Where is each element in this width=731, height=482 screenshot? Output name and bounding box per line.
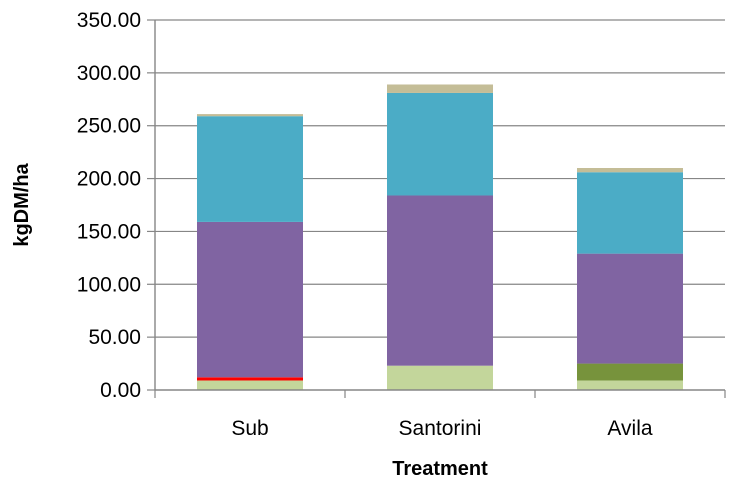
y-tick-label: 350.00 xyxy=(77,9,141,32)
bar-segment-sub-0 xyxy=(197,380,303,390)
bars xyxy=(197,84,683,390)
y-axis-title: kgDM/ha xyxy=(11,162,33,246)
bar-segment-santorini-4 xyxy=(387,92,493,196)
y-tick-label: 250.00 xyxy=(77,115,141,138)
bar-segment-avila-4 xyxy=(577,172,683,254)
bar-segment-avila-1 xyxy=(577,363,683,381)
bar-segment-avila-0 xyxy=(577,380,683,390)
x-tick-label: Santorini xyxy=(399,417,482,440)
bar-segment-sub-2 xyxy=(197,377,303,381)
bar-segment-santorini-0 xyxy=(387,365,493,390)
y-tick-label: 100.00 xyxy=(77,273,141,296)
y-tick-label: 200.00 xyxy=(77,168,141,191)
y-tick-label: 50.00 xyxy=(88,326,141,349)
bar-segment-sub-4 xyxy=(197,116,303,222)
y-tick-label: 150.00 xyxy=(77,220,141,243)
x-tick-label: Sub xyxy=(231,417,268,440)
x-axis-title: Treatment xyxy=(392,458,488,480)
bar-segment-avila-5 xyxy=(577,168,683,173)
bar-segment-avila-3 xyxy=(577,253,683,364)
bar-segment-sub-5 xyxy=(197,114,303,117)
bar-segment-santorini-3 xyxy=(387,195,493,366)
tick-labels: 0.00 50.00 100.00 150.00 200.00 250.00 300.00 3… xyxy=(77,9,653,440)
bar-segment-sub-3 xyxy=(197,221,303,378)
y-tick-label: 0.00 xyxy=(100,379,141,402)
bar-segment-santorini-5 xyxy=(387,84,493,93)
axes xyxy=(147,19,726,398)
x-tick-label: Avila xyxy=(607,417,652,440)
y-tick-label: 300.00 xyxy=(77,62,141,85)
